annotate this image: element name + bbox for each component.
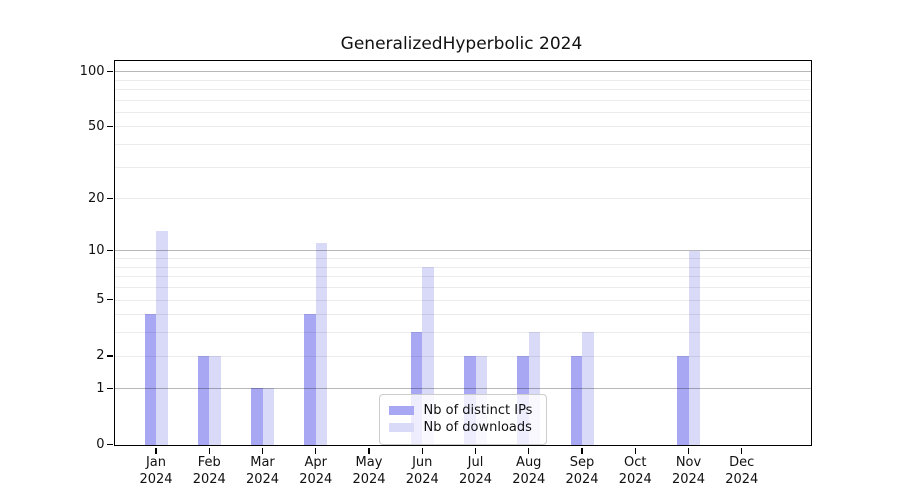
x-tick-label-jul: Jul 2024 (458, 454, 493, 487)
y-tick-label-100: 100 (79, 63, 105, 79)
y-tick-label-10: 10 (87, 242, 105, 258)
gridline-4 (114, 314, 811, 316)
x-tick-label-dec: Dec 2024 (725, 454, 759, 487)
gridline-80 (114, 88, 811, 90)
bar-downloads-jun (422, 266, 434, 445)
legend-swatch-icon (388, 405, 414, 415)
y-tick-label-2: 2 (96, 348, 105, 364)
gridline-100 (114, 71, 811, 73)
gridline-1 (114, 388, 811, 390)
gridline-8 (114, 266, 811, 268)
x-tick-label-mar: Mar 2024 (245, 454, 280, 487)
x-tick-nov (687, 447, 690, 454)
y-tick-20 (107, 197, 113, 200)
gridline-30 (114, 166, 811, 168)
x-tick-jun (421, 447, 423, 454)
x-tick-label-nov: Nov 2024 (671, 454, 706, 487)
x-tick-label-oct: Oct 2024 (618, 454, 652, 487)
y-tick-label-5: 5 (96, 292, 105, 308)
y-tick-5 (107, 299, 113, 301)
x-tick-jan (155, 447, 157, 454)
y-tick-label-1: 1 (96, 380, 105, 396)
y-tick-10 (107, 249, 113, 252)
x-tick-sep (581, 447, 583, 454)
bar-downloads-apr (315, 243, 328, 445)
gridline-3 (114, 332, 811, 334)
x-tick-may (368, 447, 370, 454)
bar-ips-feb (197, 355, 210, 445)
gridline-7 (114, 276, 811, 278)
bar-ips-nov (677, 355, 689, 445)
x-tick-jul (474, 447, 477, 454)
bar-ips-apr (304, 314, 316, 445)
gridline-6 (114, 287, 811, 289)
y-tick-50 (107, 125, 113, 128)
bar-ips-jan (144, 314, 156, 445)
gridline-40 (114, 144, 811, 146)
y-tick-label-50: 50 (87, 118, 105, 134)
gridline-9 (114, 258, 811, 260)
x-tick-label-apr: Apr 2024 (299, 454, 333, 487)
legend-item-distinct-ips: Nb of distinct IPs (388, 402, 537, 418)
x-tick-apr (315, 447, 317, 454)
gridline-90 (114, 79, 811, 81)
y-tick-label-20: 20 (87, 190, 105, 206)
y-tick-0 (107, 444, 113, 446)
gridline-5 (114, 299, 811, 301)
gridline-70 (114, 99, 811, 101)
bar-downloads-feb (209, 355, 221, 445)
gridline-10 (114, 250, 811, 252)
bar-downloads-mar (262, 388, 274, 445)
bar-ips-sep (570, 355, 582, 445)
legend-label: Nb of downloads (423, 419, 532, 435)
x-tick-label-jun: Jun 2024 (405, 454, 439, 487)
bar-downloads-jan (156, 230, 168, 445)
gridline-50 (114, 126, 811, 128)
gridline-60 (114, 111, 811, 113)
y-tick-1 (107, 387, 113, 390)
legend-label: Nb of distinct IPs (423, 402, 533, 418)
x-tick-mar (261, 447, 264, 454)
x-tick-label-aug: Aug 2024 (512, 454, 546, 487)
x-tick-label-sep: Sep 2024 (565, 454, 599, 487)
bar-ips-mar (251, 388, 263, 445)
bar-downloads-aug (528, 332, 541, 445)
y-tick-2 (107, 355, 113, 357)
x-tick-label-jan: Jan 2024 (139, 454, 173, 487)
x-tick-feb (208, 447, 210, 454)
x-tick-oct (634, 447, 636, 454)
bar-downloads-nov (688, 250, 700, 445)
bar-downloads-sep (582, 332, 594, 445)
legend-swatch-icon (388, 422, 414, 432)
x-tick-aug (528, 447, 530, 454)
bar-ips-jun (410, 332, 423, 445)
x-tick-label-feb: Feb 2024 (192, 454, 226, 487)
plot-area: 0 1 2 5 10 20 50 100 Jan 2024 Feb 2024 Mar 2024 Apr… (80, 59, 812, 487)
x-tick-label-may: May 2024 (352, 454, 386, 487)
chart-title: GeneralizedHyperbolic 2024 (340, 34, 583, 54)
legend: Nb of distinct IPs Nb of downloads (378, 393, 547, 445)
x-tick-dec (741, 447, 743, 454)
y-tick-100 (107, 70, 113, 72)
gridline-2 (114, 355, 811, 357)
y-tick-label-0: 0 (96, 437, 105, 452)
legend-item-downloads: Nb of downloads (388, 419, 537, 435)
gridline-20 (114, 198, 811, 200)
